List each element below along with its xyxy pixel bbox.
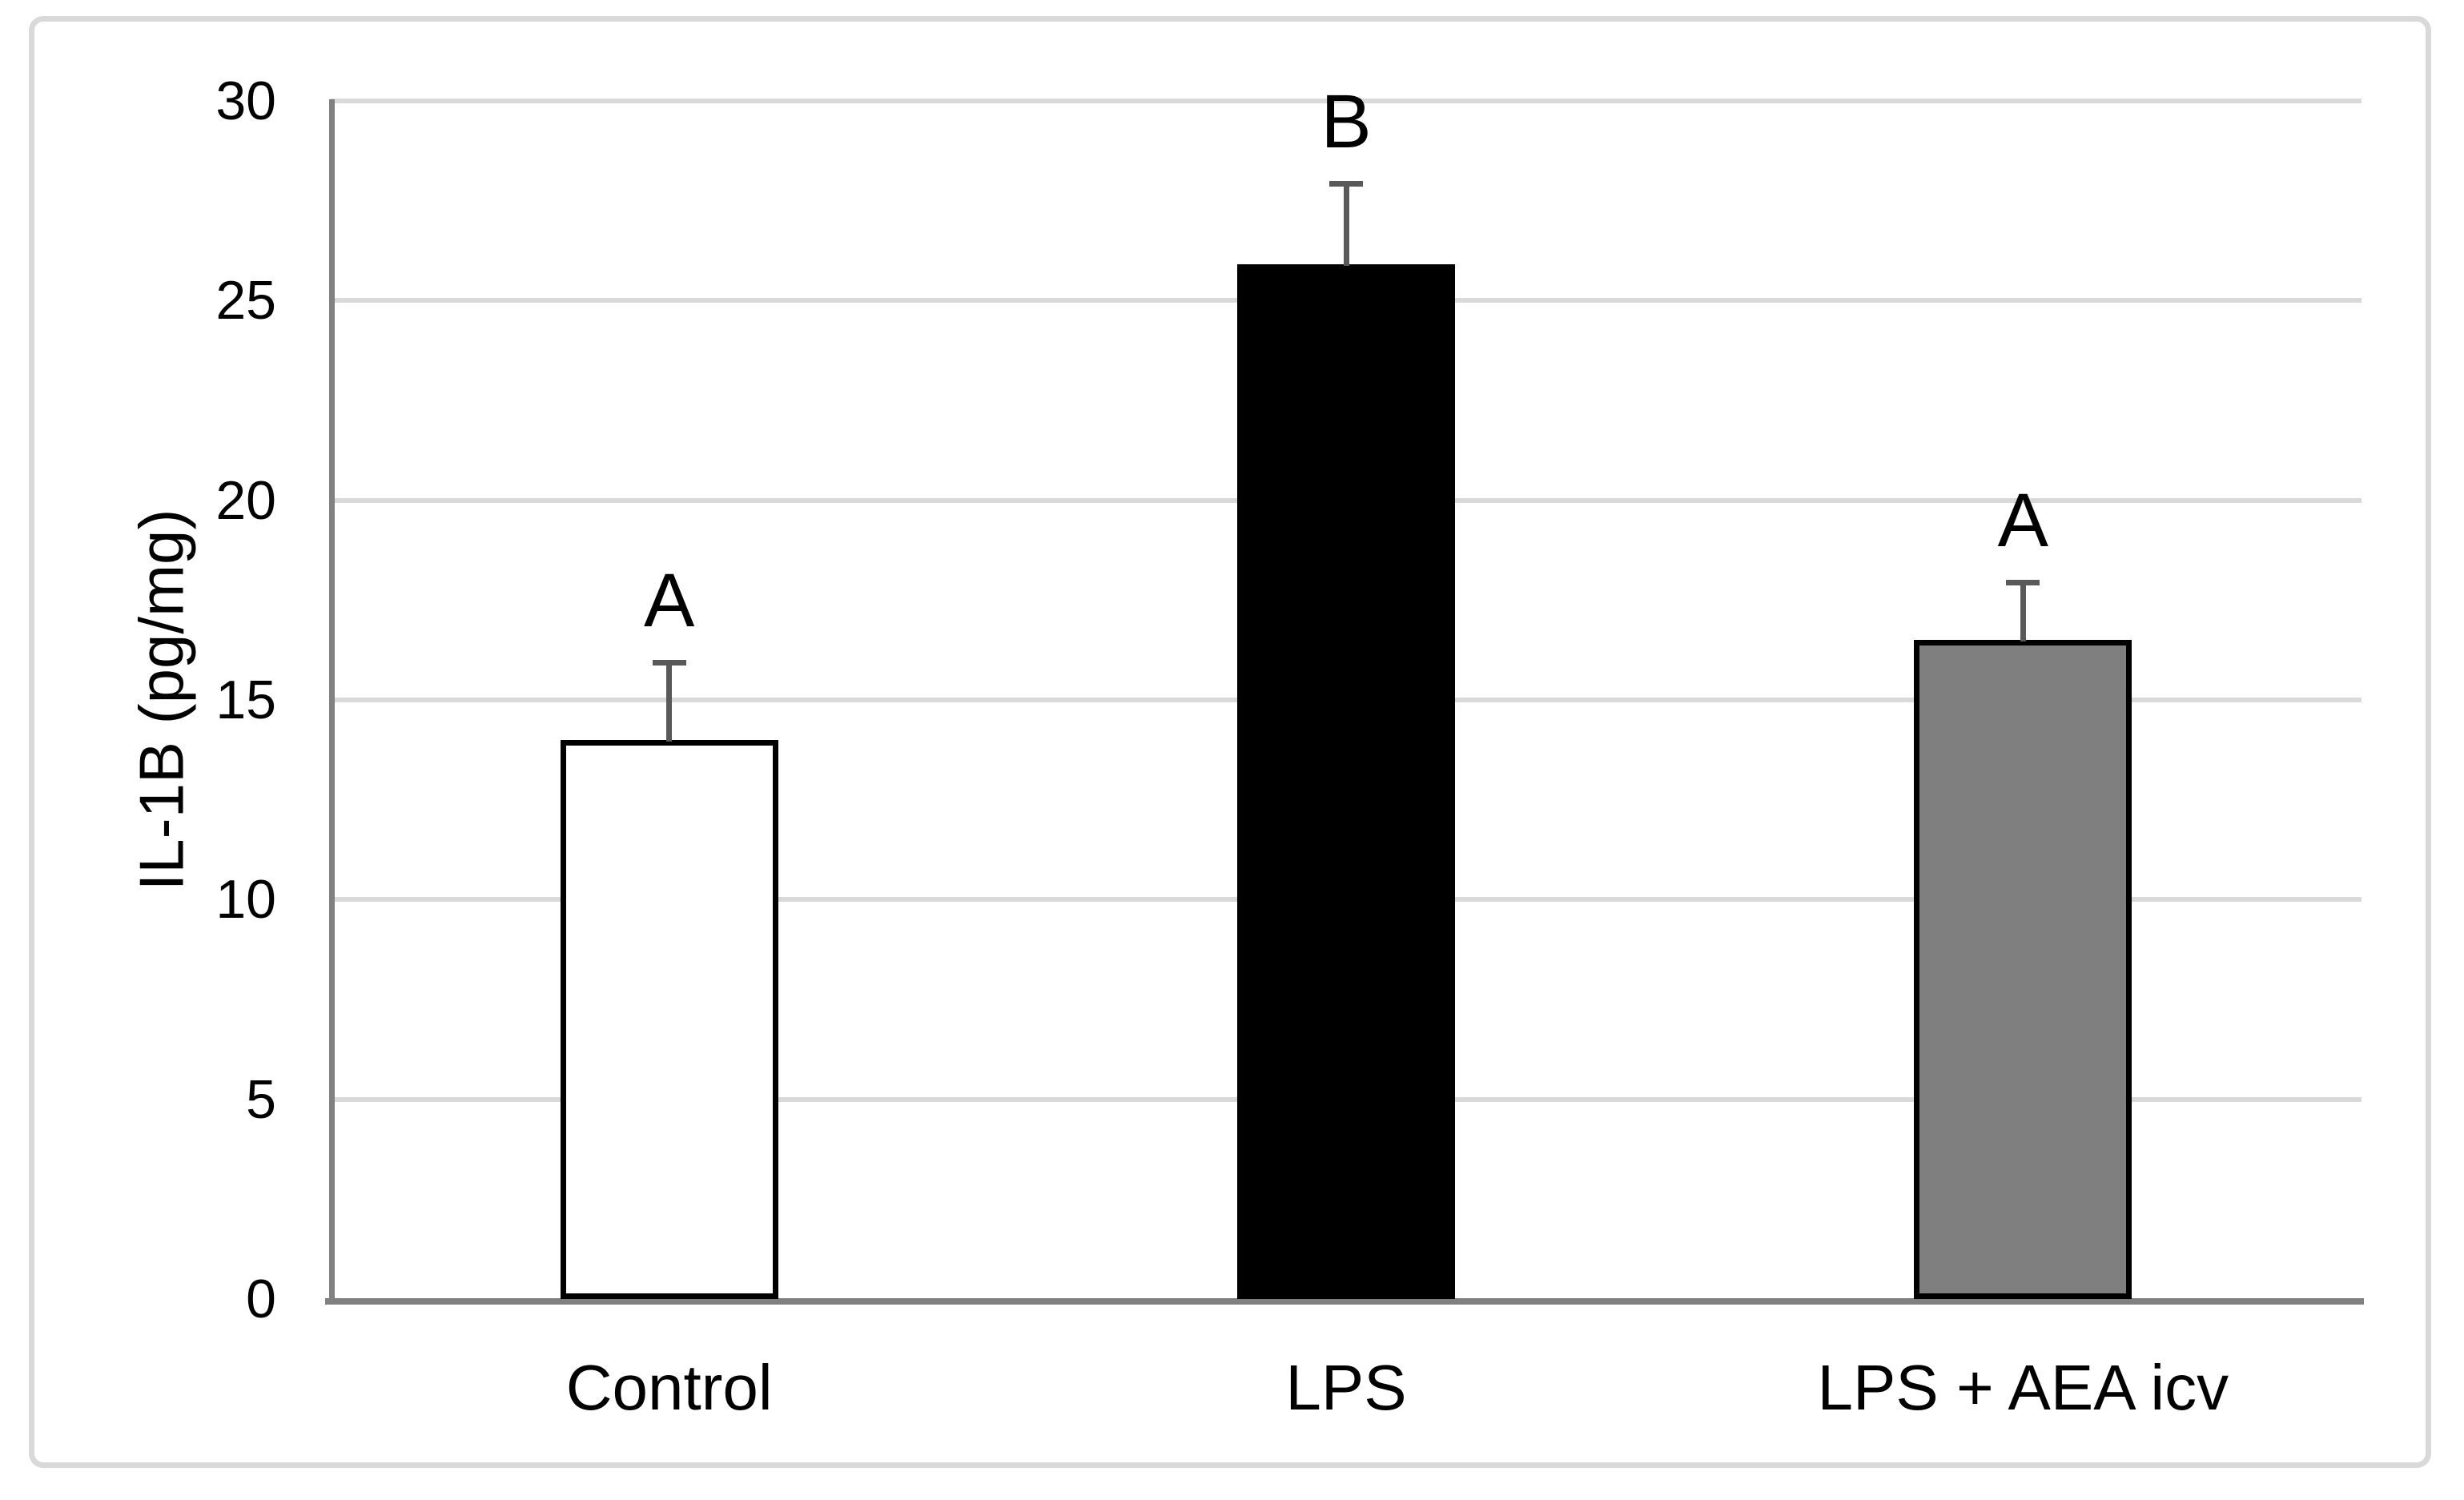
x-category-label-lps: LPS	[1285, 1352, 1407, 1423]
y-tick-label-20: 20	[215, 469, 276, 531]
bar-lps-aea-icv	[1914, 640, 2132, 1299]
error-bar-line-lps	[1343, 186, 1349, 267]
error-bar-cap-lps-aea-icv	[2006, 580, 2040, 586]
error-bar-line-control	[666, 666, 673, 742]
error-bar-cap-control	[652, 660, 686, 666]
significance-letter-lps: B	[1320, 78, 1372, 164]
bar-lps	[1237, 264, 1455, 1299]
y-tick-label-15: 15	[215, 670, 276, 730]
significance-letter-lps-aea-icv: A	[1997, 478, 2049, 564]
significance-letter-control: A	[643, 558, 695, 644]
x-category-label-lps-aea-icv: LPS + AEA icv	[1817, 1352, 2229, 1423]
y-tick-label-0: 0	[246, 1269, 276, 1329]
figure-border	[29, 16, 2431, 1468]
error-bar-line-lps-aea-icv	[2020, 585, 2026, 642]
y-tick-label-10: 10	[215, 869, 276, 931]
y-axis-line	[329, 99, 335, 1302]
x-axis-line	[325, 1298, 2364, 1305]
gridline-30	[331, 99, 2362, 103]
bar-control	[560, 739, 778, 1299]
y-tick-label-30: 30	[215, 70, 276, 131]
y-tick-label-25: 25	[215, 270, 276, 332]
y-tick-label-5: 5	[246, 1068, 276, 1130]
error-bar-cap-lps	[1329, 180, 1363, 187]
x-category-label-control: Control	[565, 1352, 773, 1423]
